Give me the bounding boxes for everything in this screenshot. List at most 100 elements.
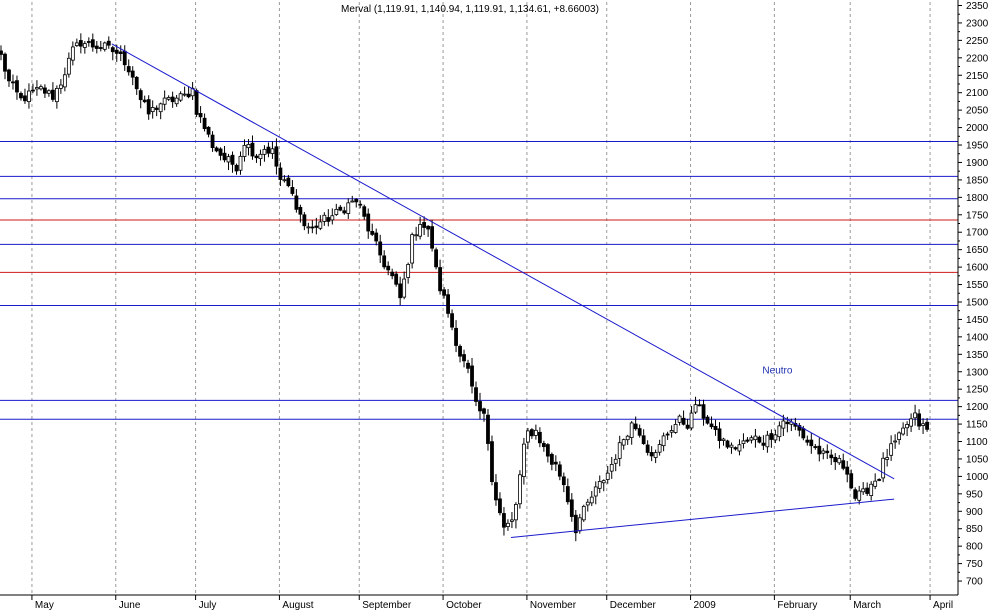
candle-body bbox=[426, 225, 431, 230]
candle-body bbox=[522, 443, 526, 477]
candle-body bbox=[841, 460, 846, 469]
candle-body bbox=[673, 423, 678, 433]
candle-body bbox=[102, 42, 107, 50]
candle-body bbox=[458, 345, 462, 357]
candle-body bbox=[394, 273, 399, 285]
candle-body bbox=[454, 327, 458, 346]
candle-body bbox=[11, 81, 15, 84]
candle-body bbox=[362, 206, 367, 217]
y-tick-label: 1750 bbox=[966, 210, 989, 221]
candle-body bbox=[50, 89, 55, 100]
candle-body bbox=[689, 412, 694, 429]
candle-body bbox=[845, 466, 850, 475]
candle-body bbox=[533, 429, 538, 436]
candle-body bbox=[206, 126, 211, 135]
candle-body bbox=[402, 278, 407, 298]
trendline bbox=[111, 43, 895, 480]
y-tick-label: 850 bbox=[966, 524, 983, 535]
y-tick-label: 1150 bbox=[966, 420, 988, 431]
candle-body bbox=[709, 423, 714, 428]
candle-body bbox=[462, 354, 466, 362]
candle-body bbox=[74, 42, 79, 47]
candle-body bbox=[290, 187, 295, 194]
candle-body bbox=[837, 458, 842, 464]
candle-body bbox=[178, 93, 183, 101]
candle-body bbox=[905, 424, 910, 429]
candle-body bbox=[274, 146, 279, 167]
candle-body bbox=[869, 483, 874, 496]
candle-body bbox=[761, 442, 766, 446]
candle-body bbox=[909, 418, 913, 427]
candle-body bbox=[773, 434, 778, 441]
candle-body bbox=[3, 53, 7, 72]
y-tick-label: 900 bbox=[966, 507, 983, 518]
candle-body bbox=[39, 86, 43, 90]
candle-body bbox=[865, 487, 870, 494]
candle-body bbox=[885, 457, 890, 460]
candle-body bbox=[118, 51, 123, 54]
candle-body bbox=[198, 113, 203, 118]
candle-body bbox=[194, 90, 199, 115]
candle-body bbox=[374, 232, 379, 242]
candle-body bbox=[254, 155, 259, 159]
candle-body bbox=[214, 147, 219, 152]
candle-body bbox=[438, 267, 442, 292]
candle-body bbox=[557, 464, 562, 477]
candle-body bbox=[126, 66, 131, 73]
candle-body bbox=[138, 90, 143, 101]
y-tick-label: 1950 bbox=[966, 141, 989, 152]
candle-body bbox=[749, 437, 754, 441]
candle-body bbox=[589, 496, 594, 504]
candle-body bbox=[725, 440, 730, 448]
candle-body bbox=[705, 416, 710, 424]
candle-body bbox=[893, 440, 898, 443]
candle-body bbox=[805, 439, 810, 443]
candle-body bbox=[358, 203, 363, 206]
y-tick-label: 2350 bbox=[966, 1, 989, 12]
candle-body bbox=[62, 74, 67, 88]
y-tick-label: 1800 bbox=[966, 193, 989, 204]
candle-body bbox=[186, 93, 191, 98]
candle-body bbox=[657, 444, 662, 453]
candle-body bbox=[130, 70, 135, 78]
candle-body bbox=[106, 40, 111, 46]
trendline bbox=[510, 498, 895, 538]
candle-body bbox=[282, 179, 287, 182]
candle-body bbox=[19, 93, 23, 99]
x-tick-label: November bbox=[530, 600, 577, 610]
candle-body bbox=[174, 97, 179, 105]
candle-body bbox=[302, 214, 307, 227]
candle-body bbox=[669, 430, 674, 433]
candle-body bbox=[346, 202, 351, 214]
x-tick-label: December bbox=[610, 600, 657, 610]
candle-body bbox=[881, 457, 886, 479]
y-tick-label: 1400 bbox=[966, 332, 989, 343]
candle-body bbox=[234, 164, 239, 172]
y-tick-label: 1700 bbox=[966, 228, 989, 239]
candle-body bbox=[58, 84, 63, 89]
candle-body bbox=[529, 429, 534, 437]
candle-body bbox=[70, 46, 75, 61]
candle-body bbox=[917, 413, 921, 427]
candle-body bbox=[637, 428, 642, 436]
candle-body bbox=[553, 461, 558, 465]
candle-body bbox=[769, 433, 774, 440]
candle-body bbox=[366, 213, 371, 232]
candle-body bbox=[641, 435, 646, 445]
candle-body bbox=[238, 155, 243, 171]
candle-body bbox=[27, 90, 31, 103]
y-tick-label: 2300 bbox=[966, 18, 989, 29]
candle-body bbox=[414, 234, 419, 237]
candle-body bbox=[43, 87, 47, 94]
candle-body bbox=[873, 480, 878, 487]
candle-body bbox=[450, 313, 454, 328]
candle-body bbox=[202, 117, 207, 130]
candle-body bbox=[625, 435, 630, 441]
x-tick-label: February bbox=[777, 600, 817, 610]
y-tick-label: 2000 bbox=[966, 123, 989, 134]
candle-body bbox=[47, 90, 51, 94]
candle-body bbox=[386, 265, 391, 271]
y-tick-label: 2100 bbox=[966, 88, 989, 99]
candle-body bbox=[446, 294, 450, 314]
